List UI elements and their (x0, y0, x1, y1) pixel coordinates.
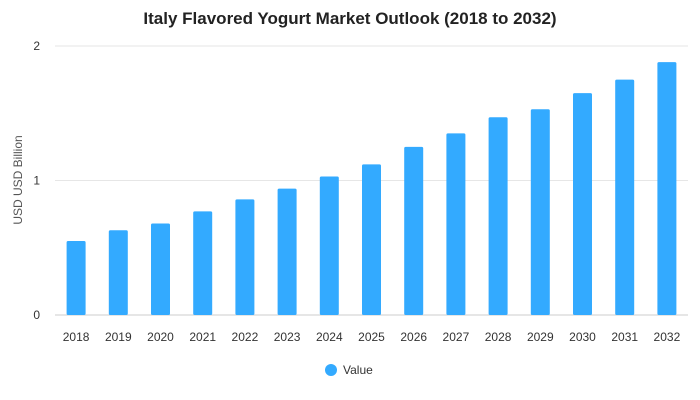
x-tick-label: 2025 (358, 330, 385, 344)
x-tick-label: 2030 (569, 330, 596, 344)
bar-2022[interactable] (235, 199, 255, 315)
x-tick-label: 2028 (485, 330, 512, 344)
bar-2019[interactable] (108, 230, 128, 315)
bar-2032[interactable] (657, 62, 677, 315)
y-axis-label: USD USD Billion (11, 135, 25, 224)
x-tick-label: 2031 (611, 330, 638, 344)
bar-2020[interactable] (151, 223, 170, 315)
y-tick-label: 0 (33, 308, 40, 322)
x-tick-label: 2029 (527, 330, 554, 344)
x-tick-label: 2020 (147, 330, 174, 344)
y-axis-ticks: 0 1 2 (33, 39, 40, 322)
x-tick-label: 2032 (654, 330, 681, 344)
y-tick-label: 2 (33, 39, 40, 53)
bar-2028[interactable] (488, 117, 508, 315)
bar-2026[interactable] (404, 146, 424, 315)
x-tick-label: 2022 (232, 330, 259, 344)
bar-2018[interactable] (66, 241, 86, 315)
bar-2030[interactable] (573, 93, 592, 315)
x-tick-label: 2026 (400, 330, 427, 344)
chart-title: Italy Flavored Yogurt Market Outlook (20… (143, 9, 556, 28)
x-tick-label: 2019 (105, 330, 132, 344)
legend[interactable]: Value (325, 363, 373, 377)
bar-2025[interactable] (362, 164, 381, 315)
y-tick-label: 1 (33, 174, 40, 188)
x-tick-label: 2027 (443, 330, 470, 344)
bar-2029[interactable] (530, 109, 550, 315)
x-tick-label: 2024 (316, 330, 343, 344)
legend-label: Value (343, 363, 373, 377)
x-axis-ticks: 2018 2019 2020 2021 2022 2023 2024 2025 2026 2027… (63, 330, 681, 344)
bar-2023[interactable] (277, 188, 297, 315)
bar-2027[interactable] (446, 133, 466, 315)
bars (66, 62, 677, 315)
x-tick-label: 2018 (63, 330, 90, 344)
x-tick-label: 2023 (274, 330, 301, 344)
legend-marker (325, 364, 337, 376)
bar-2031[interactable] (615, 79, 635, 315)
x-tick-label: 2021 (189, 330, 216, 344)
bar-2024[interactable] (319, 176, 339, 315)
bar-2021[interactable] (193, 211, 213, 315)
